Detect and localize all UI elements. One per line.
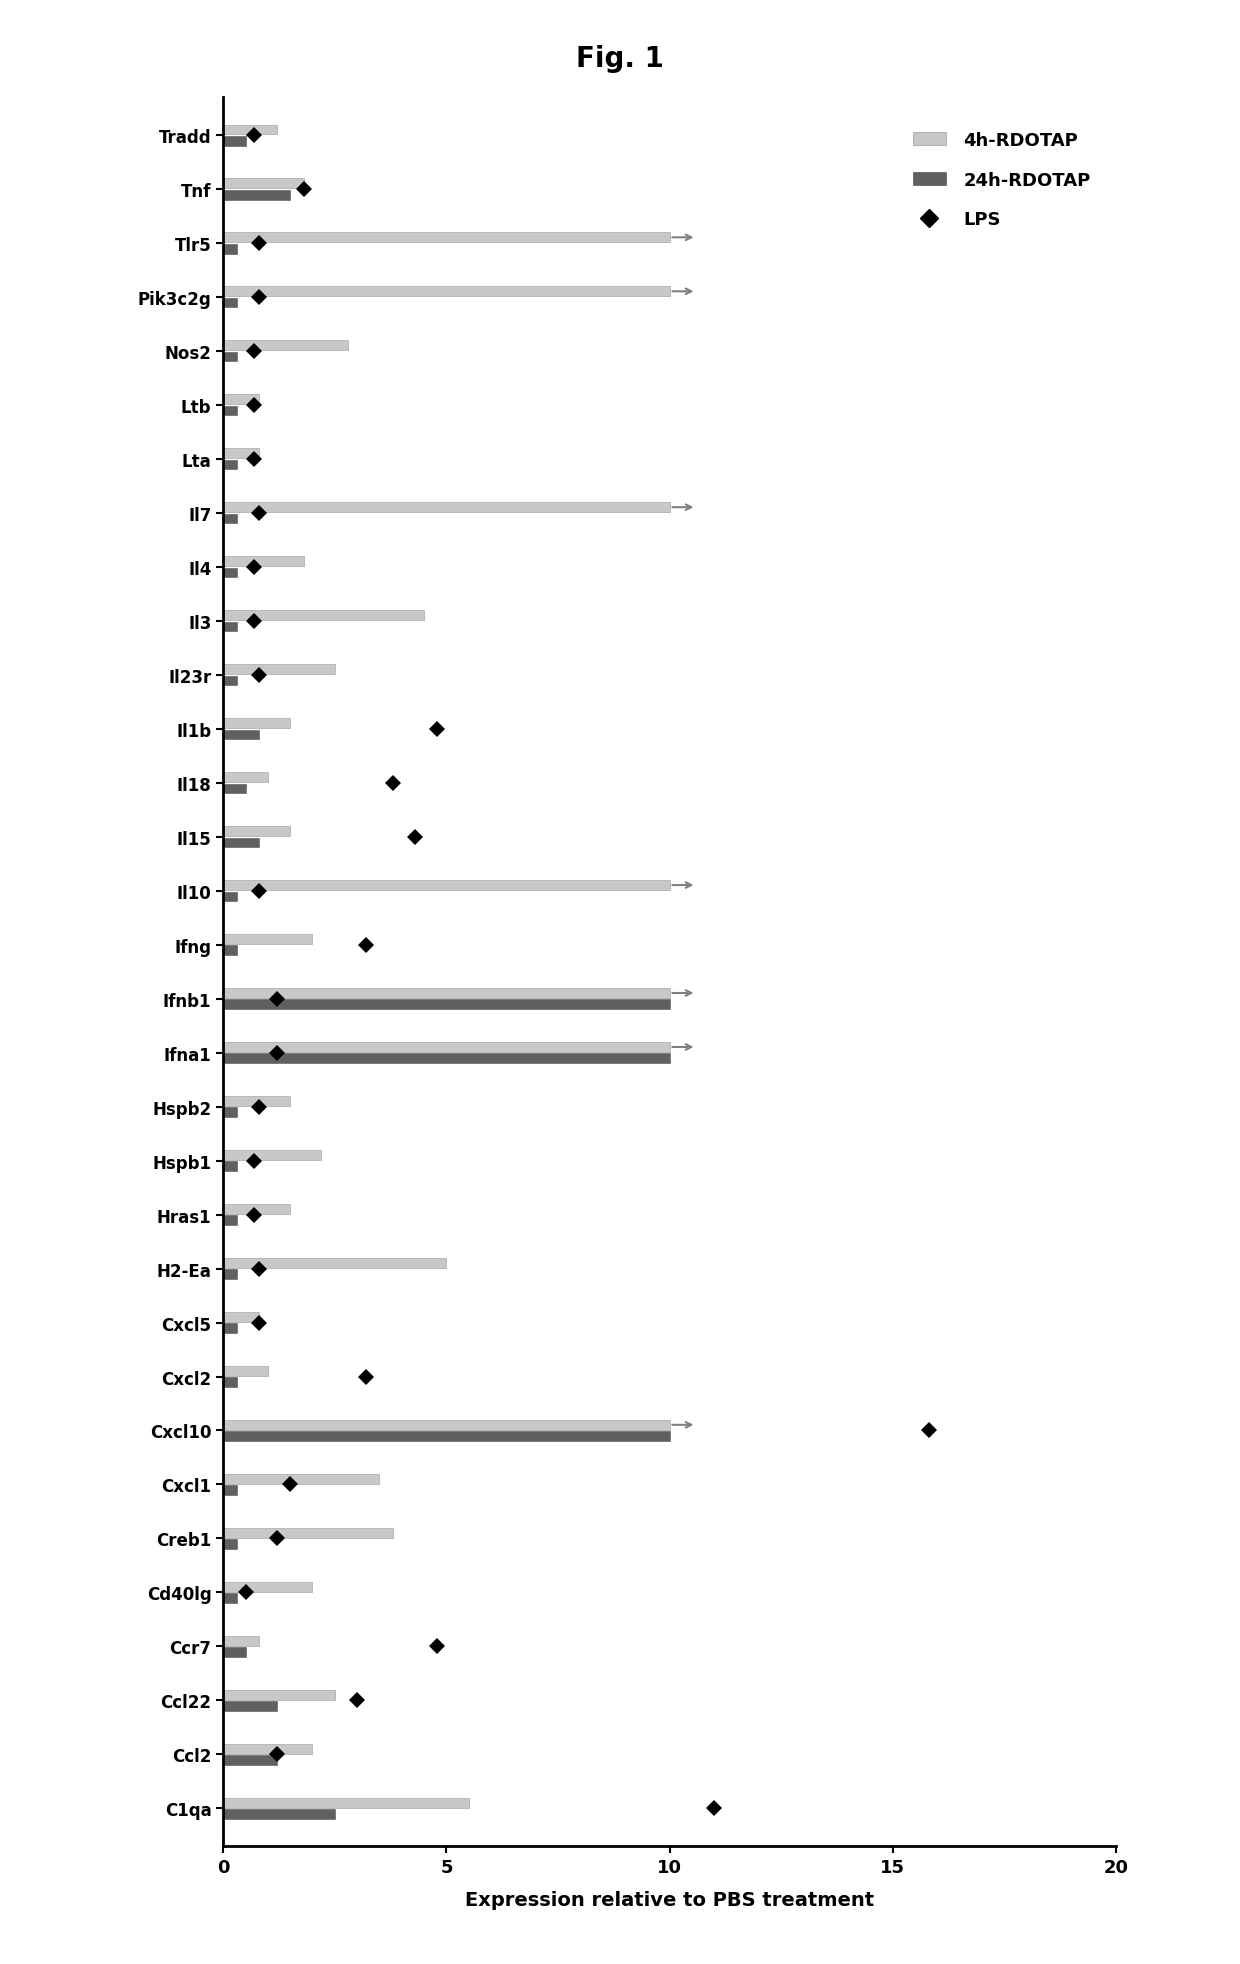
Bar [223,299,237,308]
Bar [223,676,237,685]
Bar [223,1797,469,1807]
Bar [223,1312,259,1322]
Bar [223,988,670,998]
Bar [223,287,670,297]
Bar [223,935,312,945]
Bar [223,1096,290,1106]
Bar [223,191,290,200]
Bar [223,354,237,361]
Bar [223,731,259,740]
Bar [223,719,290,729]
Bar [223,503,670,513]
Bar [223,947,237,956]
Bar [223,1540,237,1550]
Bar [223,395,259,405]
Bar [223,1367,268,1377]
Bar [223,892,237,901]
Bar [223,1528,393,1538]
Bar [223,623,237,632]
Bar [223,137,246,147]
Bar [223,1216,237,1226]
Bar [223,1701,277,1711]
Bar [223,666,335,676]
Bar [223,1756,277,1766]
Bar [223,1744,312,1754]
Bar [223,839,259,848]
Bar [223,1043,670,1053]
Bar [223,784,246,793]
Bar [223,1377,237,1387]
Bar [223,1485,237,1495]
Bar [223,1324,237,1334]
Bar [223,1151,321,1161]
Bar [223,1259,446,1269]
X-axis label: Expression relative to PBS treatment: Expression relative to PBS treatment [465,1889,874,1909]
Bar [223,1583,312,1591]
Bar [223,1204,290,1214]
Bar [223,1593,237,1603]
Bar [223,1108,237,1118]
Bar [223,1432,670,1442]
Bar [223,126,277,136]
Bar [223,460,237,469]
Bar [223,558,304,568]
Bar [223,1269,237,1279]
Bar [223,880,670,890]
Bar [223,1475,379,1485]
Bar [223,342,348,352]
Bar [223,1648,246,1658]
Bar [223,179,304,189]
Bar [223,611,424,621]
Bar [223,568,237,577]
Text: Fig. 1: Fig. 1 [577,45,663,73]
Bar [223,407,237,416]
Bar [223,774,268,782]
Bar [223,450,259,460]
Legend: 4h-RDOTAP, 24h-RDOTAP, LPS: 4h-RDOTAP, 24h-RDOTAP, LPS [905,124,1099,236]
Bar [223,1809,335,1819]
Bar [223,234,670,244]
Bar [223,1000,670,1009]
Bar [223,1163,237,1171]
Bar [223,1689,335,1699]
Bar [223,1636,259,1646]
Bar [223,827,290,837]
Bar [223,246,237,255]
Bar [223,515,237,524]
Bar [223,1420,670,1430]
Bar [223,1055,670,1064]
